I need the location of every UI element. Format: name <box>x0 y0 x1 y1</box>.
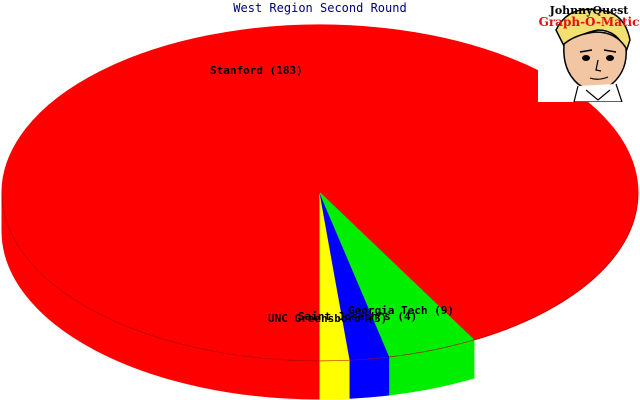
pie-rim <box>1 192 639 362</box>
logo-line2: Graph-O-Matic <box>538 15 640 29</box>
slice-label-1: Georgia Tech (9) <box>348 304 454 317</box>
slice-label-3: UNC Greensboro (3) <box>268 312 387 325</box>
slice-label-0: Stanford (183) <box>210 64 303 77</box>
cartoon-face-icon <box>555 8 631 102</box>
slice-label-2: Saint Joseph's (4) <box>298 310 417 323</box>
graph-o-matic-logo: JohnnyQuest Graph-O-Matic <box>538 0 640 102</box>
pie-side-1 <box>319 359 351 400</box>
logo-line1: JohnnyQuest <box>549 4 629 17</box>
pie-side-2 <box>349 356 391 399</box>
pie-sides <box>1 192 475 400</box>
chart-title: West Region Second Round <box>233 1 407 15</box>
